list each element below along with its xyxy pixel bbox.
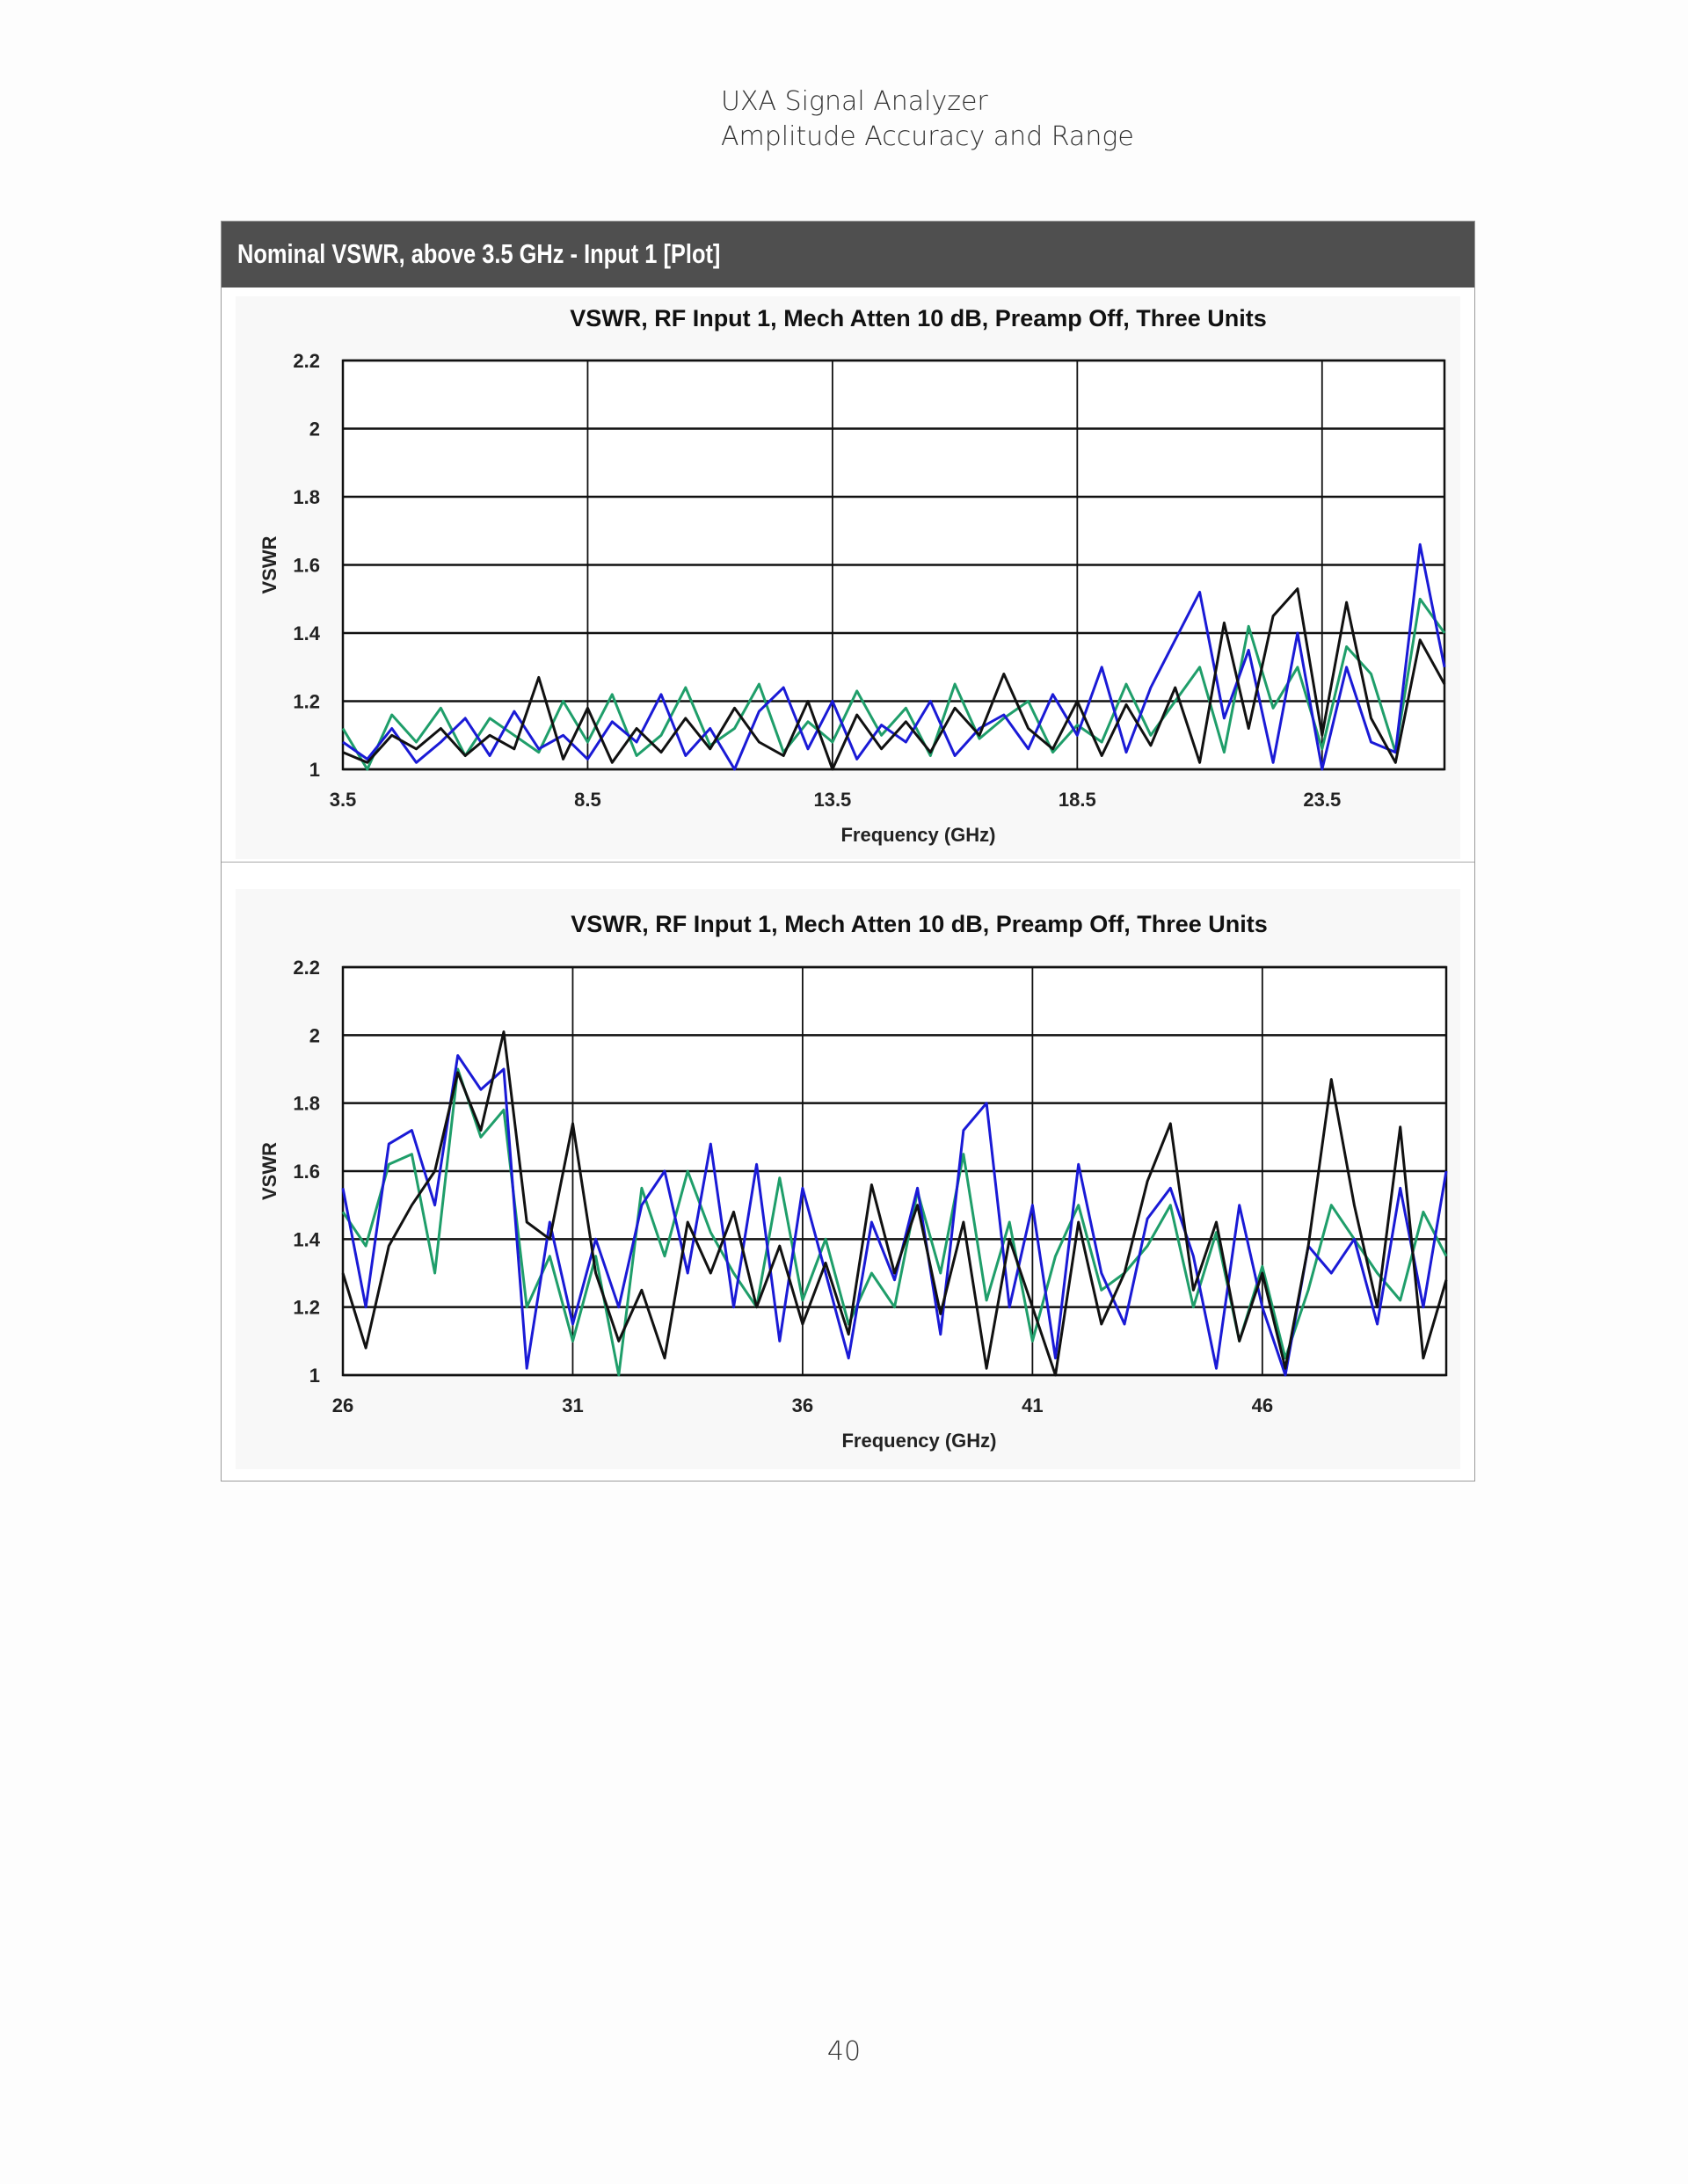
plot-table: Nominal VSWR, above 3.5 GHz - Input 1 [P… [221, 221, 1475, 1481]
table-title-bar: Nominal VSWR, above 3.5 GHz - Input 1 [P… [222, 222, 1474, 288]
row-divider [222, 862, 1474, 863]
x-tick-label: 36 [792, 1394, 813, 1416]
chart-title: VSWR, RF Input 1, Mech Atten 10 dB, Prea… [571, 911, 1268, 937]
document-header-product: UXA Signal Analyzer [721, 86, 988, 117]
vswr-chart-3p5-to-26ghz: 1 1.2 1.4 1.6 1.8 2 2.2 3.5 8.5 13.5 18.5 23.5 VSWR,… [236, 296, 1460, 859]
y-tick-label: 1 [309, 759, 320, 781]
y-tick-label: 2 [309, 1024, 320, 1046]
x-tick-label: 31 [562, 1394, 583, 1416]
x-tick-label: 18.5 [1059, 789, 1096, 811]
y-tick-label: 1.6 [293, 555, 320, 577]
x-axis-label: Frequency (GHz) [840, 824, 995, 846]
x-tick-label: 3.5 [330, 789, 357, 811]
x-tick-label: 23.5 [1303, 789, 1341, 811]
y-axis-label: VSWR [258, 535, 280, 593]
y-tick-label: 2.2 [293, 957, 320, 979]
y-tick-label: 1 [309, 1365, 320, 1387]
y-tick-label: 2.2 [293, 350, 320, 372]
x-tick-label: 8.5 [574, 789, 601, 811]
table-title: Nominal VSWR, above 3.5 GHz - Input 1 [P… [237, 238, 721, 269]
page-number: 40 [826, 2036, 862, 2067]
y-tick-label: 2 [309, 419, 320, 440]
chart-title: VSWR, RF Input 1, Mech Atten 10 dB, Prea… [570, 305, 1267, 331]
y-tick-label: 1.6 [293, 1161, 320, 1183]
y-tick-label: 1.4 [293, 1228, 320, 1250]
x-tick-label: 41 [1022, 1394, 1043, 1416]
vswr-chart-26-to-50ghz: 1 1.2 1.4 1.6 1.8 2 2.2 26 31 36 41 46 VSWR, RF Inpu… [236, 889, 1460, 1469]
x-tick-label: 13.5 [813, 789, 851, 811]
x-axis-label: Frequency (GHz) [841, 1430, 996, 1452]
y-tick-label: 1.2 [293, 691, 320, 713]
x-tick-label: 26 [332, 1394, 353, 1416]
y-axis-label: VSWR [258, 1142, 280, 1200]
x-tick-label: 46 [1252, 1394, 1273, 1416]
y-tick-label: 1.8 [293, 486, 320, 508]
y-tick-label: 1.4 [293, 622, 320, 644]
series-line-unit-2 [341, 1067, 1448, 1377]
y-tick-label: 1.8 [293, 1093, 320, 1115]
y-tick-label: 1.2 [293, 1297, 320, 1319]
series-line-unit-1 [341, 1054, 1448, 1377]
document-header-section: Amplitude Accuracy and Range [721, 121, 1134, 152]
series-line-unit-3 [342, 587, 1446, 771]
series-line-unit-3 [341, 1030, 1448, 1377]
